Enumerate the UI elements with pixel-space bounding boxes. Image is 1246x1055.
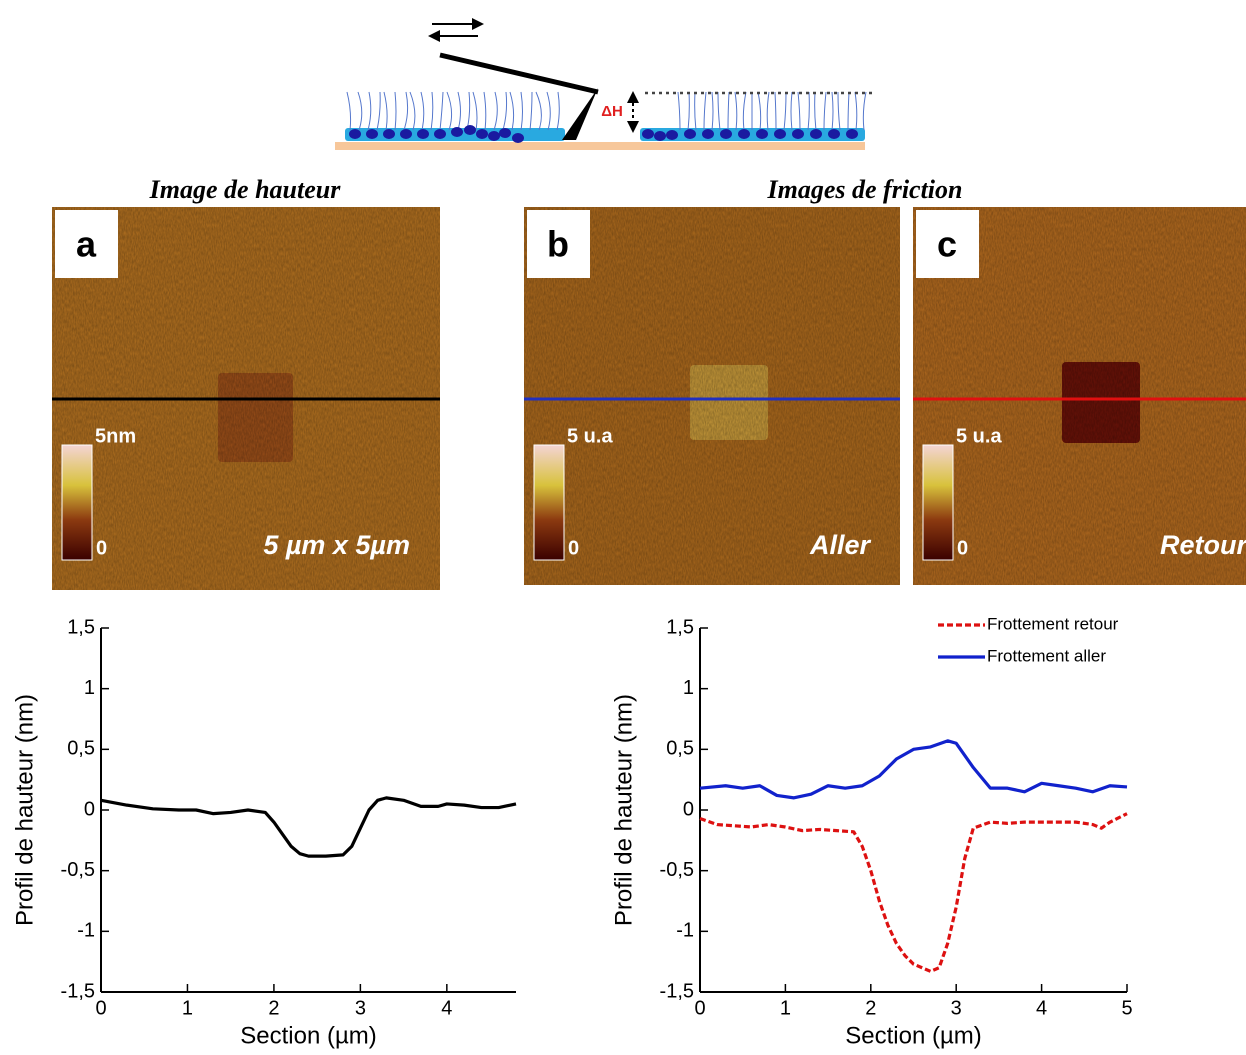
panel-title: Images de friction — [767, 175, 963, 204]
label-box — [527, 210, 590, 278]
y-tick-label: 1,5 — [67, 616, 95, 638]
colorbar — [533, 444, 565, 561]
y-tick-label: 1,5 — [666, 616, 694, 638]
x-axis-label: Section (µm) — [845, 1022, 982, 1049]
x-tick-label: 1 — [780, 997, 791, 1019]
colorbar-max: 5nm — [95, 425, 136, 447]
x-tick-label: 3 — [355, 997, 366, 1019]
panel-title: Image de hauteur — [149, 175, 342, 204]
x-tick-label: 3 — [951, 997, 962, 1019]
afm-panel: b 5 u.a 0 Aller — [524, 207, 900, 585]
x-tick-label: 4 — [1036, 997, 1047, 1019]
y-tick-label: 0,5 — [666, 738, 694, 760]
label-box — [55, 210, 118, 278]
image-caption: Aller — [809, 530, 872, 560]
y-tick-label: -0,5 — [660, 859, 694, 881]
y-tick-label: -1 — [77, 920, 95, 942]
panel-letter: a — [76, 224, 97, 265]
legend-label: Frottement aller — [987, 646, 1106, 665]
y-tick-label: -1,5 — [660, 980, 694, 1002]
colorbar-max: 5 u.a — [956, 425, 1002, 447]
y-axis-label: Profil de hauteur (nm) — [11, 694, 38, 926]
x-tick-label: 2 — [268, 997, 279, 1019]
colorbar — [61, 444, 93, 561]
y-tick-label: 0,5 — [67, 738, 95, 760]
colorbar — [922, 444, 954, 561]
afm-images: a 5nm 0 5 µm x 5µm b 5 u.a 0 Aller c 5 u.a 0 Retour — [52, 207, 1246, 590]
x-tick-label: 0 — [95, 997, 106, 1019]
afm-panel: c 5 u.a 0 Retour — [913, 207, 1246, 585]
y-tick-label: -1,5 — [61, 980, 95, 1002]
delta-h-label: ΔH — [601, 103, 623, 120]
x-tick-label: 5 — [1121, 997, 1132, 1019]
colorbar-min: 0 — [96, 537, 107, 559]
charts: -1,5 -1 -0,5 0 0,5 1 1,5 0 1 2 3 4 Section (µm) Profi… — [11, 614, 1132, 1049]
colorbar-min: 0 — [957, 537, 968, 559]
panel-letter: b — [547, 224, 569, 265]
y-tick-label: -0,5 — [61, 859, 95, 881]
x-tick-label: 0 — [694, 997, 705, 1019]
y-tick-label: 0 — [683, 798, 694, 820]
x-tick-label: 4 — [441, 997, 452, 1019]
afm-panel: a 5nm 0 5 µm x 5µm — [52, 207, 440, 590]
line-chart: -1,5 -1 -0,5 0 0,5 1 1,5 0 1 2 3 4 5 Section (µm) Prof… — [610, 614, 1132, 1049]
y-tick-label: -1 — [676, 920, 694, 942]
x-tick-label: 1 — [182, 997, 193, 1019]
label-box — [916, 210, 979, 278]
data-line — [699, 812, 1128, 973]
colorbar-min: 0 — [568, 537, 579, 559]
panel-letter: c — [937, 224, 957, 265]
y-tick-label: 0 — [84, 798, 95, 820]
colorbar-max: 5 u.a — [567, 425, 613, 447]
schematic: ΔH — [335, 18, 875, 150]
y-tick-label: 1 — [683, 677, 694, 699]
data-line — [699, 739, 1128, 800]
image-caption: 5 µm x 5µm — [263, 530, 410, 560]
x-axis-label: Section (µm) — [240, 1022, 377, 1049]
data-line — [100, 796, 517, 858]
legend-label: Frottement retour — [987, 614, 1119, 633]
x-tick-label: 2 — [865, 997, 876, 1019]
y-axis-label: Profil de hauteur (nm) — [610, 694, 637, 926]
line-chart: -1,5 -1 -0,5 0 0,5 1 1,5 0 1 2 3 4 Section (µm) Profi… — [11, 616, 517, 1049]
image-caption: Retour — [1160, 530, 1246, 560]
y-tick-label: 1 — [84, 677, 95, 699]
